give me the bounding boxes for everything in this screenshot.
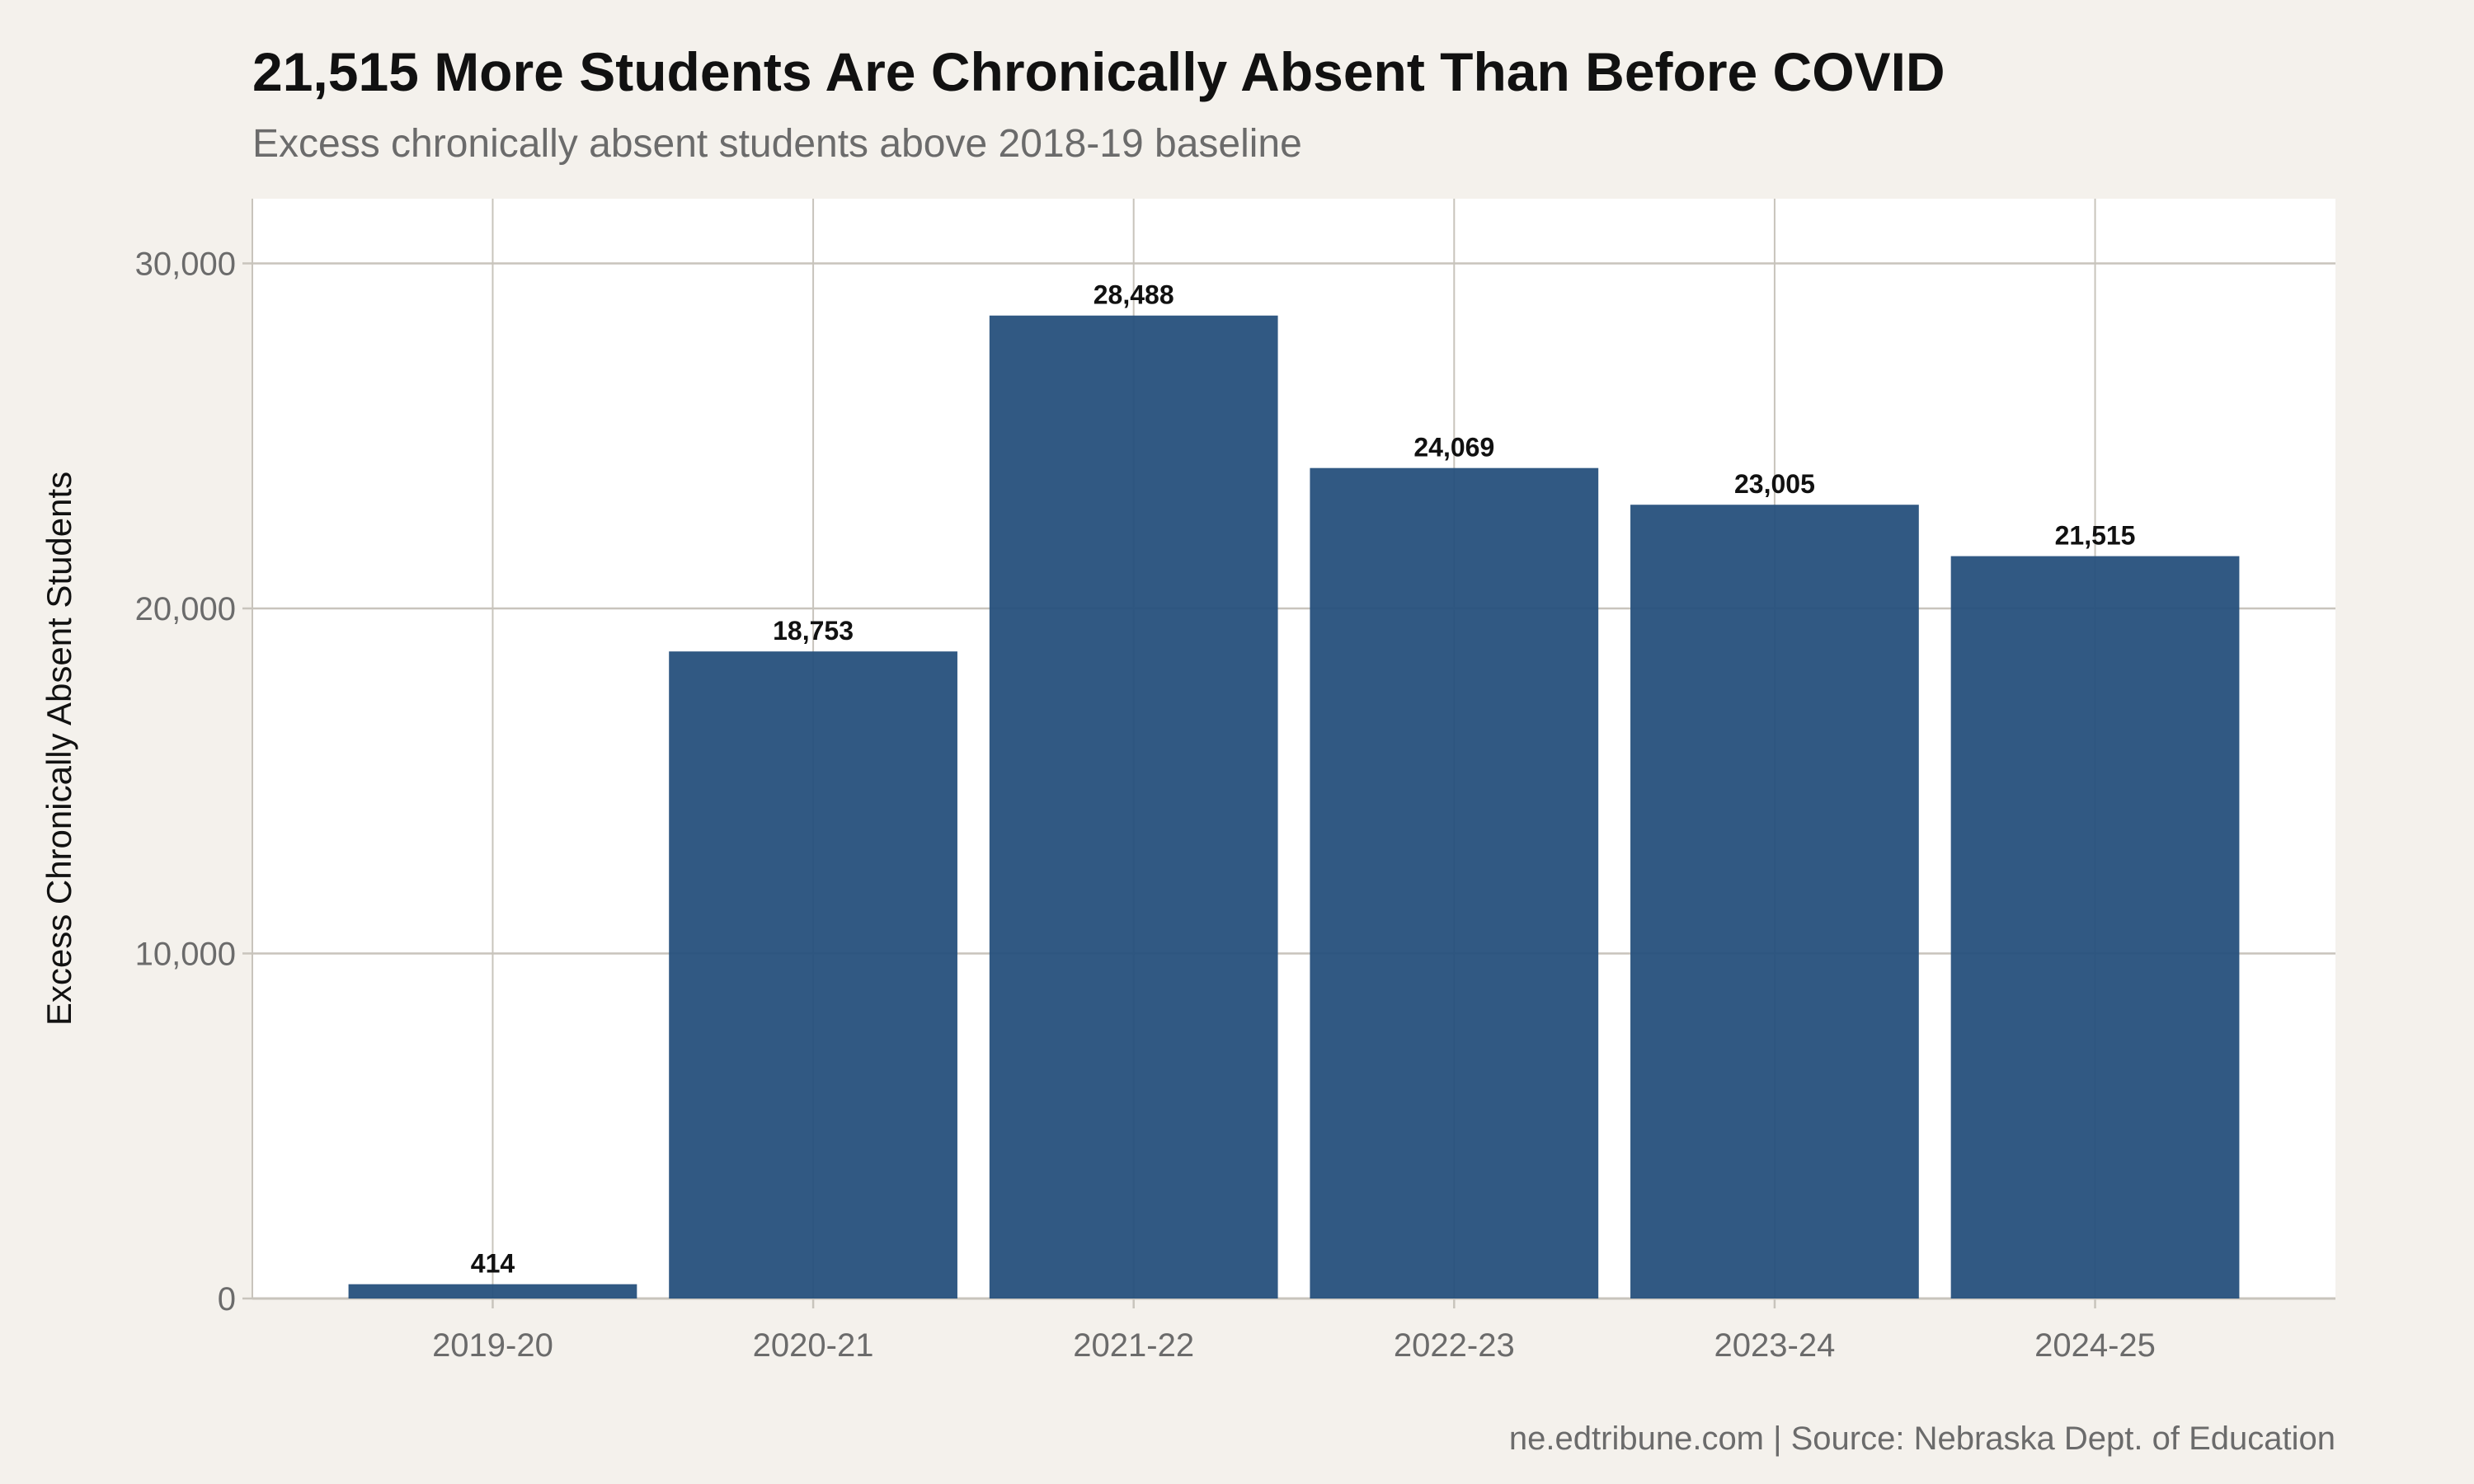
data-label: 21,515 bbox=[2055, 521, 2136, 551]
data-label: 23,005 bbox=[1734, 469, 1815, 499]
chart-caption: ne.edtribune.com | Source: Nebraska Dept… bbox=[1509, 1421, 2335, 1457]
y-axis-label: Excess Chronically Absent Students bbox=[40, 472, 78, 1026]
y-tick-label: 30,000 bbox=[135, 246, 236, 282]
data-label: 18,753 bbox=[773, 616, 854, 646]
bar-2023-24 bbox=[1630, 505, 1919, 1298]
data-labels: 414 18,753 28,488 24,069 23,005 21,515 bbox=[471, 280, 2136, 1279]
data-label: 28,488 bbox=[1094, 280, 1174, 310]
chart-subtitle: Excess chronically absent students above… bbox=[252, 122, 1302, 166]
data-label: 24,069 bbox=[1413, 433, 1494, 463]
x-tick-label: 2022-23 bbox=[1394, 1327, 1515, 1364]
x-tick-label: 2023-24 bbox=[1714, 1327, 1836, 1364]
bar-2022-23 bbox=[1310, 467, 1599, 1298]
x-axis-ticks: 2019-20 2020-21 2021-22 2022-23 2023-24 2024-… bbox=[432, 1298, 2156, 1364]
x-tick-label: 2024-25 bbox=[2034, 1327, 2156, 1364]
data-label: 414 bbox=[471, 1249, 515, 1279]
y-tick-label: 10,000 bbox=[135, 936, 236, 972]
x-tick-label: 2021-22 bbox=[1073, 1327, 1194, 1364]
x-tick-label: 2019-20 bbox=[432, 1327, 553, 1364]
bar-2019-20 bbox=[348, 1284, 637, 1298]
bar-2020-21 bbox=[669, 651, 957, 1298]
y-axis-ticks: 0 10,000 20,000 30,000 bbox=[135, 246, 252, 1317]
chart-title: 21,515 More Students Are Chronically Abs… bbox=[252, 41, 1945, 102]
bar-2024-25 bbox=[1950, 556, 2240, 1298]
y-tick-label: 0 bbox=[218, 1281, 236, 1317]
y-tick-label: 20,000 bbox=[135, 591, 236, 627]
x-tick-label: 2020-21 bbox=[753, 1327, 874, 1364]
bars bbox=[348, 315, 2240, 1298]
bar-2021-22 bbox=[989, 315, 1278, 1298]
